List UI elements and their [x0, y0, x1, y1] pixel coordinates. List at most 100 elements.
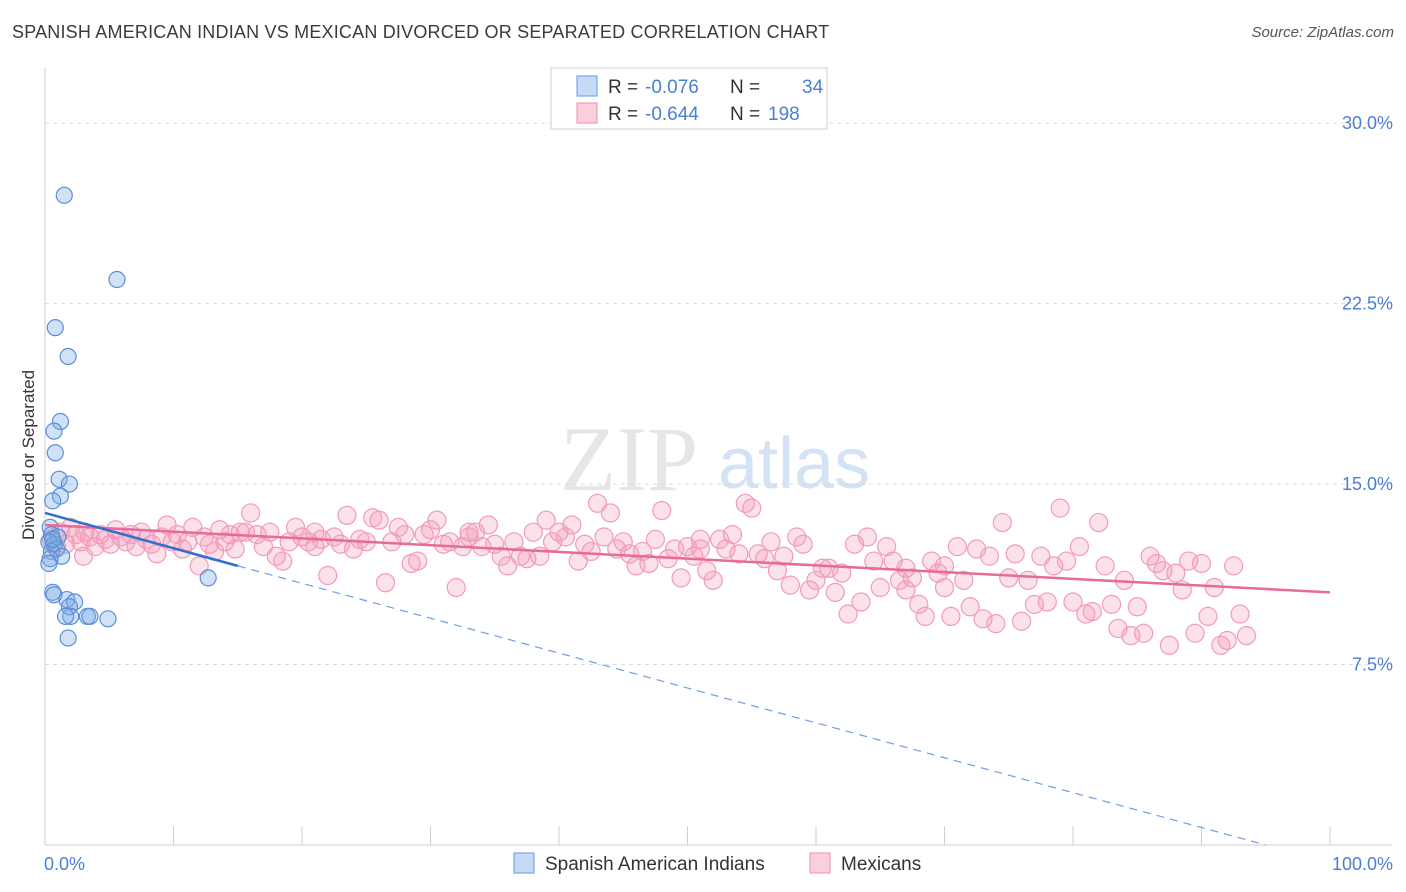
mexican-point [870, 577, 890, 598]
mexican-point [1217, 630, 1237, 651]
mexican-point [896, 580, 916, 600]
mexican-point [318, 565, 338, 586]
chart-source: Source: ZipAtlas.com [1251, 24, 1394, 41]
mexican-point [780, 575, 800, 595]
spanish-american-indian-point [44, 530, 62, 549]
mexican-point [774, 546, 794, 566]
chart-title: SPANISH AMERICAN INDIAN VS MEXICAN DIVOR… [12, 22, 830, 42]
spanish-american-indian-point [56, 607, 75, 626]
mexican-point [427, 510, 447, 530]
mexican-point [555, 527, 576, 547]
mexican-point [408, 551, 428, 571]
mexican-point [722, 524, 743, 545]
mexican-point [934, 556, 955, 576]
mexicans-trendline [44, 523, 1331, 594]
mexican-point [1191, 553, 1212, 574]
mexican-point [671, 568, 691, 588]
mexican-point [1044, 556, 1064, 576]
mexican-point [1146, 553, 1167, 574]
mexican-point [167, 524, 187, 545]
mexican-point [562, 515, 582, 535]
mexican-point [761, 532, 781, 552]
spanish-american-indian-point [59, 629, 77, 647]
mexican-point [375, 573, 396, 593]
mexican-point [915, 606, 935, 627]
mexican-point [710, 529, 730, 550]
mexican-point [241, 503, 261, 523]
y-axis-label: Divorced or Separated [19, 370, 38, 540]
mexican-point [446, 577, 466, 598]
mexican-point [825, 582, 845, 602]
mexican-point [1236, 626, 1257, 646]
mexicans-points [41, 493, 1257, 655]
spanish-american-indians-points [40, 186, 217, 647]
spanish-american-indian-point [59, 347, 77, 366]
y-tick-label: 22.5% [1342, 294, 1393, 314]
mexican-point [645, 529, 665, 550]
spanish-american-indian-point [99, 610, 117, 628]
spanish-american-indian-point [45, 586, 63, 604]
mexican-point [73, 546, 94, 566]
mexican-point [857, 527, 878, 547]
y-tick-label: 15.0% [1342, 474, 1393, 494]
legend-n-label-2: N = [730, 104, 760, 125]
spanish-american-indian-point [81, 607, 99, 626]
mexican-point [851, 592, 871, 612]
mexican-point [1063, 592, 1083, 612]
legend-n-label-1: N = [730, 77, 760, 98]
mexican-point [1198, 606, 1218, 627]
spanish-american-indians-trendline [44, 511, 239, 568]
mexican-point [1185, 623, 1205, 643]
mexican-point [285, 517, 306, 537]
mexican-point [703, 570, 723, 590]
x-tick-label: 0.0% [44, 854, 85, 874]
mexican-point [459, 522, 479, 542]
spanish-american-indian-point [60, 475, 79, 493]
spanish-american-indian-point [50, 470, 68, 488]
mexican-point [864, 551, 884, 571]
mexican-point [536, 510, 556, 530]
mexican-point [147, 544, 167, 564]
mexican-point [1127, 597, 1147, 617]
mexican-point [305, 537, 325, 557]
mexican-point [819, 558, 839, 578]
bottom-legend-label-1: Spanish American Indians [545, 854, 765, 875]
mexican-point [934, 577, 955, 598]
mexican-point [273, 551, 293, 571]
mexican-point [491, 546, 511, 566]
mexican-point [305, 522, 325, 542]
mexican-point [260, 522, 280, 542]
mexican-point [1018, 570, 1038, 590]
mexican-point [100, 534, 121, 554]
mexican-point [793, 534, 813, 554]
spanish-american-indian-point [46, 444, 64, 462]
mexican-point [523, 522, 543, 542]
mexican-point [973, 609, 993, 629]
legend-r-value-2: -0.644 [645, 104, 699, 125]
mexican-point [71, 532, 91, 552]
axes [44, 68, 1392, 846]
mexican-point [832, 563, 852, 583]
legend-r-label-2: R = [608, 104, 638, 125]
mexican-point [395, 524, 415, 545]
mexican-point [1095, 556, 1115, 576]
mexican-point [729, 544, 749, 564]
legend-swatch-pink [576, 102, 598, 124]
gridlines [45, 122, 1392, 666]
y-tick-label: 7.5% [1352, 655, 1393, 675]
spanish-american-indian-point [44, 492, 62, 510]
mexican-point [337, 505, 357, 525]
bottom-legend-swatch-pink [809, 852, 831, 874]
mexican-point [1224, 556, 1244, 576]
spanish-american-indians-trendline-extension [237, 565, 1266, 846]
mexican-point [799, 580, 820, 600]
mexican-point [960, 597, 980, 617]
mexican-point [594, 527, 614, 547]
y-tick-label: 30.0% [1342, 113, 1393, 133]
legend-swatch-blue [576, 75, 598, 97]
tick-labels: 7.5% 15.0% 22.5% 30.0% 0.0% 100.0% [44, 113, 1393, 874]
mexican-point [1011, 611, 1032, 631]
mexican-point [189, 556, 209, 576]
mexican-point [1050, 498, 1070, 518]
